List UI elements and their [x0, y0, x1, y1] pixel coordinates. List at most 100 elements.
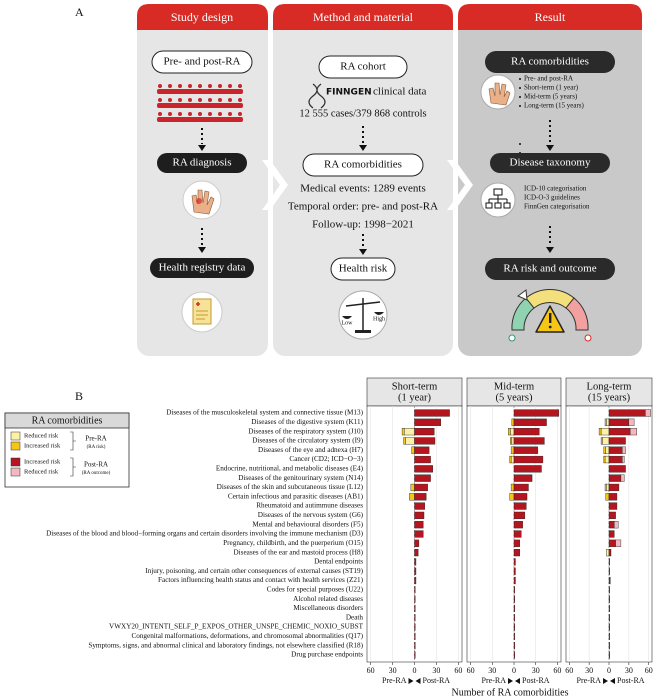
- bar: [409, 493, 415, 501]
- bar: [604, 455, 610, 464]
- y-tick-label: Alcohol related diseases: [293, 595, 363, 603]
- bar: [411, 446, 415, 454]
- step-label: RA cohort: [340, 61, 386, 73]
- bar: [513, 521, 523, 529]
- bar: [414, 483, 428, 492]
- y-tick-label: Certain infectious and parasitic disease…: [228, 492, 364, 500]
- bar: [608, 446, 623, 454]
- taxonomy-source: ICD-10 categorisation: [524, 185, 587, 193]
- dna-icon: [308, 83, 326, 109]
- bar: [513, 567, 516, 575]
- legend-label: Reduced risk: [24, 468, 59, 475]
- step-label: Pre- and post-RA: [164, 56, 241, 68]
- x-tick-label: 30: [432, 666, 440, 675]
- y-tick-label: Symptoms, signs, and abnormal clinical a…: [88, 641, 363, 649]
- legend-label: Increased risk: [24, 458, 61, 465]
- bar: [414, 474, 431, 482]
- dotted-arrow: [198, 128, 206, 151]
- dotted-arrow: [359, 126, 367, 151]
- bar: [414, 558, 417, 566]
- bar: [513, 576, 516, 585]
- period: Short-term (1 year): [524, 84, 579, 92]
- bar: [513, 632, 515, 640]
- bar: [509, 455, 512, 464]
- direction-label: Pre-RA: [482, 676, 507, 685]
- cohort-counts: 12 555 cases/379 868 controls: [299, 108, 426, 119]
- bar: [608, 632, 610, 640]
- dotted-arrow: [198, 228, 206, 253]
- legend-label: Reduced risk: [24, 432, 59, 439]
- bar: [608, 511, 616, 519]
- bar: [513, 604, 515, 613]
- bar: [513, 586, 515, 594]
- y-tick-label: Mental and behavioural disorders (F5): [252, 520, 363, 528]
- bar: [414, 642, 416, 650]
- scale-label: High: [373, 316, 385, 322]
- bar: [405, 437, 415, 445]
- bar: [598, 428, 602, 436]
- bar: [603, 446, 606, 454]
- bar: [414, 623, 416, 631]
- bar: [608, 474, 622, 482]
- bar: [414, 521, 424, 529]
- x-tick-label: 60: [645, 666, 653, 675]
- bar: [622, 455, 625, 464]
- bar: [414, 530, 424, 538]
- bar: [511, 418, 515, 426]
- bar: [645, 409, 651, 417]
- bar: [414, 502, 425, 510]
- bar: [605, 446, 610, 454]
- x-tick-label: 0: [413, 666, 417, 675]
- direction-label: Pre-RA: [382, 676, 407, 685]
- bar: [608, 576, 611, 585]
- bar: [608, 530, 615, 538]
- bar: [508, 428, 511, 436]
- bar: [600, 428, 610, 436]
- x-tick-label: 30: [625, 666, 633, 675]
- y-tick-label: Pregnancy, childbirth, and the puerperiu…: [223, 539, 363, 547]
- bar: [513, 595, 515, 603]
- step-box: [157, 153, 247, 173]
- bar: [513, 437, 545, 445]
- panel-label: B: [75, 389, 83, 403]
- step-label: Health registry data: [159, 262, 246, 274]
- bar: [608, 623, 610, 631]
- bar: [414, 549, 419, 557]
- legend-brace: [70, 457, 76, 477]
- bar: [414, 418, 442, 426]
- bar: [414, 455, 431, 464]
- x-tick-label: 30: [488, 666, 496, 675]
- legend-title: RA comorbidities: [32, 415, 103, 426]
- bar: [608, 586, 610, 594]
- bar: [606, 418, 610, 426]
- x-tick-label: 60: [454, 666, 462, 675]
- source-name: FINNGEN: [326, 88, 372, 98]
- bar: [608, 651, 610, 659]
- strip: [366, 377, 463, 407]
- bar: [513, 474, 533, 482]
- period: Mid-term (5 years): [524, 93, 578, 101]
- y-tick-label: Endocrine, nutritional, and metabolic di…: [216, 465, 364, 473]
- legend-swatch: [10, 467, 21, 477]
- bar: [605, 493, 610, 501]
- dotted-arrow: [546, 120, 554, 151]
- facet-subtitle: (15 years): [588, 392, 631, 403]
- direction-label: Post-RA: [522, 676, 550, 685]
- dotted-arrow: [359, 234, 367, 255]
- bar: [511, 437, 515, 445]
- bar: [403, 437, 406, 445]
- bar: [513, 614, 515, 622]
- bar: [414, 576, 417, 585]
- period: Long-term (15 years): [524, 102, 585, 110]
- bar: [509, 493, 515, 501]
- bar: [414, 511, 425, 519]
- bar: [606, 549, 610, 557]
- bar: [513, 428, 540, 436]
- y-tick-label: Rheumatoid and autimmune diseases: [256, 502, 363, 510]
- legend-label: Increased risk: [24, 442, 61, 449]
- step-label: RA comorbidities: [324, 159, 402, 171]
- bar: [608, 455, 623, 464]
- step-label: RA diagnosis: [173, 157, 232, 169]
- direction-arrows: [508, 678, 520, 684]
- bar: [622, 446, 626, 454]
